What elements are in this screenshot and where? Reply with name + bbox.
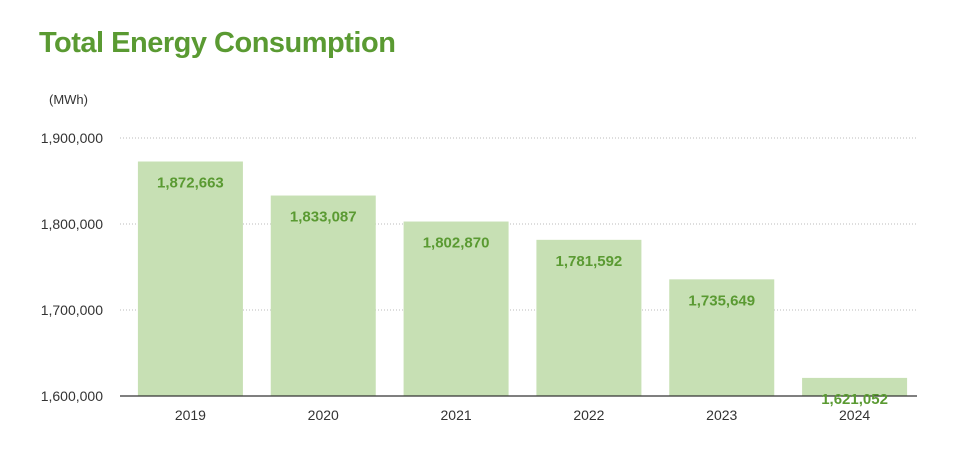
bars <box>137 161 908 396</box>
y-tick-label: 1,900,000 <box>41 130 103 146</box>
y-axis-ticks: 1,600,000 1,700,000 1,800,000 1,900,000 <box>41 130 103 404</box>
x-axis-labels: 2019 2020 2021 2022 2023 2024 <box>175 407 871 423</box>
bar <box>137 161 243 396</box>
x-tick-label: 2019 <box>175 407 206 423</box>
value-label: 1,781,592 <box>556 253 623 270</box>
gridlines <box>120 137 917 311</box>
x-tick-label: 2020 <box>308 407 339 423</box>
x-tick-label: 2023 <box>706 407 737 423</box>
x-tick-label: 2021 <box>441 407 472 423</box>
bar <box>669 279 775 396</box>
bar <box>403 221 509 396</box>
value-label: 1,621,052 <box>821 391 888 408</box>
y-axis-unit: (MWh) <box>49 92 88 107</box>
x-tick-label: 2024 <box>839 407 870 423</box>
chart-title: Total Energy Consumption <box>39 27 396 59</box>
x-tick-label: 2022 <box>573 407 604 423</box>
value-labels: 1,872,663 1,833,087 1,802,870 1,781,592 1,73… <box>157 175 888 408</box>
value-label: 1,833,087 <box>290 209 357 226</box>
value-label: 1,735,649 <box>688 292 755 309</box>
y-tick-label: 1,600,000 <box>41 388 103 404</box>
bar <box>802 377 908 396</box>
value-label: 1,802,870 <box>423 235 490 252</box>
value-label: 1,872,663 <box>157 175 224 192</box>
bar <box>270 195 376 396</box>
bar <box>536 239 642 396</box>
y-tick-label: 1,700,000 <box>41 302 103 318</box>
y-tick-label: 1,800,000 <box>41 216 103 232</box>
